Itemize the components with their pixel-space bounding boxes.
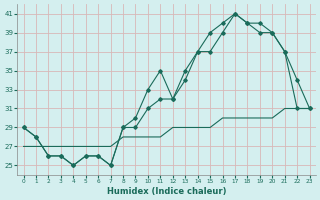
X-axis label: Humidex (Indice chaleur): Humidex (Indice chaleur) <box>107 187 226 196</box>
